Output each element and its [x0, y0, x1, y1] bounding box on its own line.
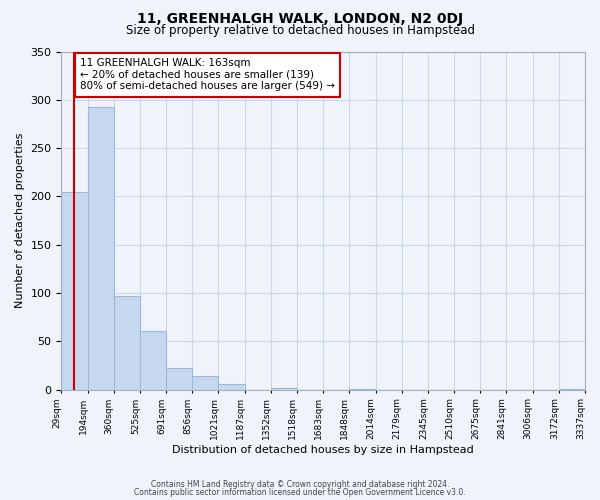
Bar [88, 106, 114, 390]
Text: Contains public sector information licensed under the Open Government Licence v3: Contains public sector information licen… [134, 488, 466, 497]
Bar [114, 296, 140, 390]
X-axis label: Distribution of detached houses by size in Hampstead: Distribution of detached houses by size … [172, 445, 474, 455]
Bar [218, 384, 245, 390]
Text: Contains HM Land Registry data © Crown copyright and database right 2024.: Contains HM Land Registry data © Crown c… [151, 480, 449, 489]
Y-axis label: Number of detached properties: Number of detached properties [15, 133, 25, 308]
Bar [193, 376, 218, 390]
Bar [271, 388, 297, 390]
Bar [140, 330, 166, 390]
Text: 11 GREENHALGH WALK: 163sqm
← 20% of detached houses are smaller (139)
80% of sem: 11 GREENHALGH WALK: 163sqm ← 20% of deta… [80, 58, 335, 92]
Text: 11, GREENHALGH WALK, LONDON, N2 0DJ: 11, GREENHALGH WALK, LONDON, N2 0DJ [137, 12, 463, 26]
Bar [559, 388, 585, 390]
Text: Size of property relative to detached houses in Hampstead: Size of property relative to detached ho… [125, 24, 475, 37]
Bar [166, 368, 193, 390]
Bar [61, 192, 88, 390]
Bar [349, 388, 376, 390]
